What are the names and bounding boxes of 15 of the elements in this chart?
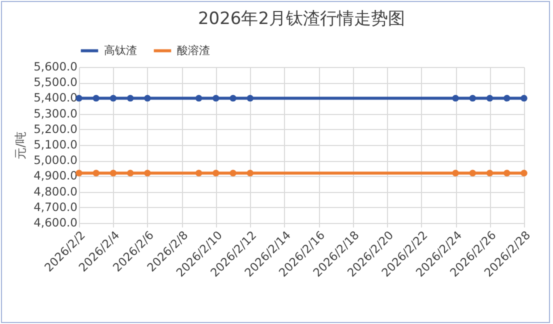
y-tick-label: 4,600.0 — [34, 216, 78, 230]
y-tick-label: 4,700.0 — [34, 200, 78, 214]
y-tick-label: 5,400.0 — [34, 90, 78, 105]
y-tick-label: 5,500.0 — [34, 75, 78, 90]
y-tick-label: 5,600.0 — [34, 60, 78, 74]
chart-title: 2026年2月钛渣行情走势图 — [198, 9, 406, 29]
y-axis-title: 元/吨 — [14, 131, 28, 160]
y-tick-label: 5,000.0 — [34, 153, 78, 168]
y-tick-label: 5,100.0 — [34, 138, 78, 152]
legend-label: 高钛渣 — [104, 44, 137, 57]
y-tick-label: 4,900.0 — [34, 168, 78, 183]
y-tick-label: 5,200.0 — [34, 122, 78, 136]
legend-label: 酸溶渣 — [177, 44, 210, 57]
y-tick-label: 4,800.0 — [34, 184, 78, 198]
y-tick-label: 5,300.0 — [34, 106, 78, 120]
